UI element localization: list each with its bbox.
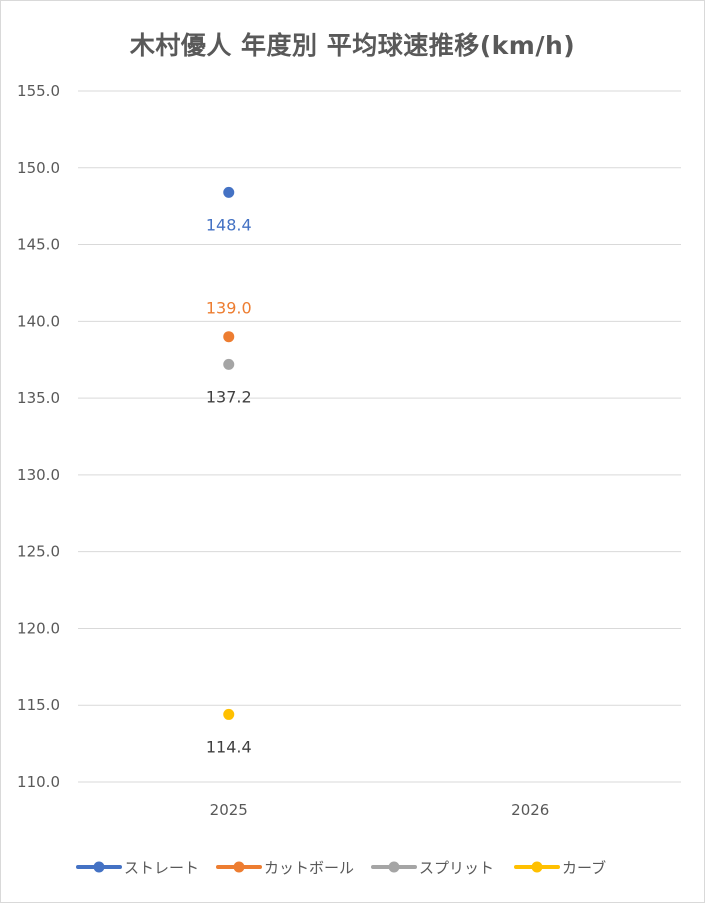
data-points [223,186,235,720]
y-tick-label: 130.0 [17,466,60,484]
y-tick-label: 110.0 [17,773,60,791]
legend-item[interactable]: ストレート [76,859,199,877]
y-tick-label: 120.0 [17,619,60,637]
legend-label: カットボール [264,859,354,877]
legend-label: カーブ [562,859,606,877]
legend-marker [531,861,543,873]
y-tick-label: 135.0 [17,389,60,407]
data-label: 137.2 [206,387,252,406]
data-label: 114.4 [206,737,252,756]
legend-item[interactable]: スプリット [371,859,494,877]
legend[interactable]: ストレート カットボール スプリット カーブ [76,859,606,877]
y-tick-label: 155.0 [17,82,60,100]
legend-marker [93,861,105,873]
legend-label: スプリット [419,859,494,877]
data-label: 139.0 [206,299,252,318]
legend-item[interactable]: カットボール [216,859,354,877]
data-point [223,186,235,198]
data-point [223,331,235,343]
gridlines [78,90,681,783]
chart-title: 木村優人 年度別 平均球速推移(km/h) [129,31,576,60]
legend-item[interactable]: カーブ [514,859,606,877]
legend-label: ストレート [124,859,199,877]
y-tick-label: 140.0 [17,312,60,330]
y-tick-label: 145.0 [17,236,60,254]
data-point [223,358,235,370]
data-point [223,708,235,720]
y-axis-ticks: 155.0 150.0 145.0 140.0 135.0 130.0 125.0 120.0… [17,82,60,791]
x-axis-ticks: 2025 2026 [210,801,550,819]
x-tick-label: 2026 [511,801,549,819]
y-tick-label: 150.0 [17,159,60,177]
y-tick-label: 125.0 [17,543,60,561]
y-tick-label: 115.0 [17,696,60,714]
data-labels: 148.4 139.0 137.2 114.4 [206,215,252,756]
legend-marker [233,861,245,873]
x-tick-label: 2025 [210,801,248,819]
legend-marker [388,861,400,873]
data-label: 148.4 [206,215,252,234]
